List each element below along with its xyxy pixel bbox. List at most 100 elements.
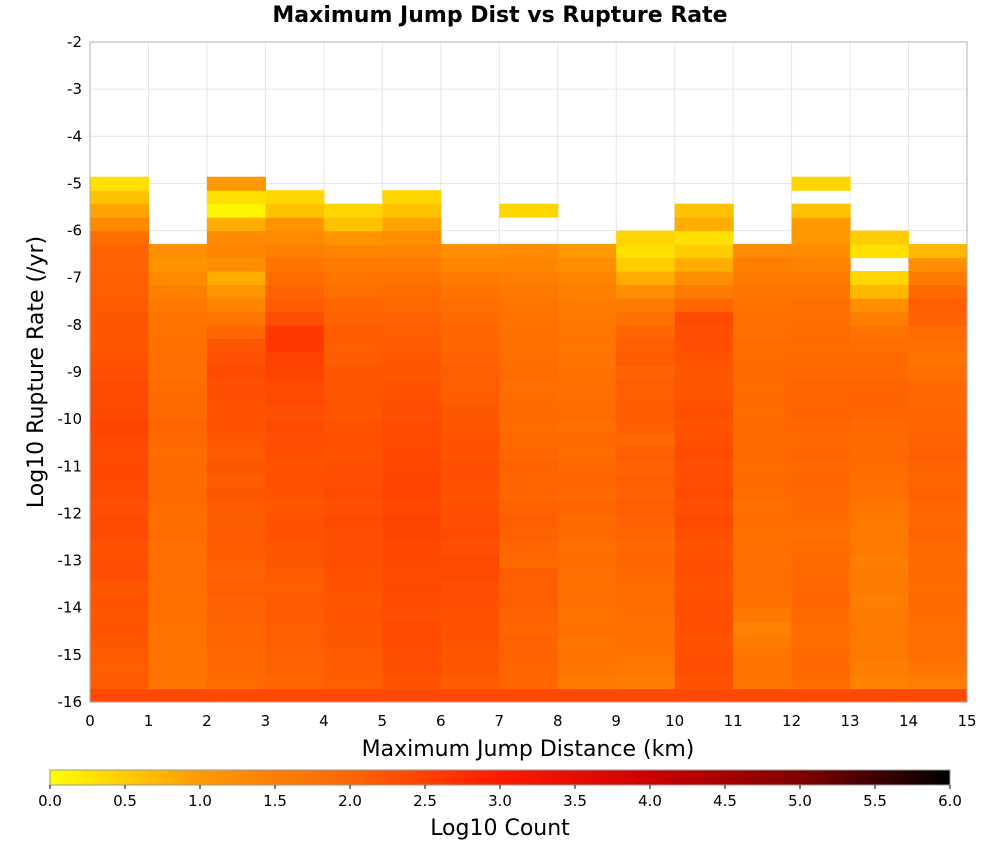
heatmap-cell <box>148 526 208 541</box>
heatmap-cell <box>265 324 325 339</box>
heatmap-cell <box>791 499 851 515</box>
heatmap-cell <box>382 499 442 515</box>
heatmap-cell <box>791 513 851 528</box>
heatmap-cell <box>148 473 208 488</box>
heatmap-cell <box>90 378 150 393</box>
heatmap-cell <box>90 513 150 528</box>
heatmap-cell <box>265 621 325 636</box>
heatmap-cell <box>908 311 968 326</box>
heatmap-cell <box>382 392 442 407</box>
heatmap-cell <box>148 338 208 353</box>
heatmap-cell <box>674 419 734 434</box>
heatmap-cell <box>265 257 325 272</box>
x-tick-label: 2 <box>202 712 212 730</box>
heatmap-cell <box>148 271 208 286</box>
heatmap-cell <box>674 553 734 568</box>
heatmap-cell <box>791 311 851 326</box>
heatmap-cell <box>850 634 910 649</box>
heatmap-cell <box>616 324 676 339</box>
heatmap-cell <box>850 271 910 286</box>
heatmap-cell <box>90 176 150 191</box>
heatmap-cell <box>206 513 266 528</box>
heatmap-cell <box>908 661 968 676</box>
heatmap-cell <box>440 432 500 447</box>
heatmap-cell <box>733 365 793 380</box>
heatmap-cell <box>908 594 968 609</box>
heatmap-cell <box>674 486 734 501</box>
heatmap-cell <box>382 459 442 474</box>
heatmap-cell <box>908 634 968 649</box>
heatmap-cell <box>616 351 676 366</box>
heatmap-cell <box>90 297 150 313</box>
heatmap-cell <box>440 405 500 420</box>
heatmap-cell <box>733 419 793 434</box>
heatmap-cell <box>616 540 676 555</box>
heatmap-cell <box>323 351 383 366</box>
heatmap-cell <box>908 580 968 595</box>
heatmap-cell <box>323 607 383 622</box>
heatmap-cell <box>733 432 793 447</box>
heatmap-cell <box>440 351 500 366</box>
heatmap-cell <box>850 540 910 555</box>
heatmap-cell <box>908 365 968 380</box>
heatmap-cell <box>90 607 150 622</box>
heatmap-cell <box>557 540 617 555</box>
heatmap-cell <box>265 594 325 609</box>
heatmap-cell <box>850 392 910 407</box>
heatmap-cell <box>382 675 442 690</box>
heatmap-cell <box>850 580 910 595</box>
heatmap-cell <box>323 553 383 568</box>
heatmap-cell <box>791 540 851 555</box>
heatmap-cell <box>265 661 325 676</box>
chart-title: Maximum Jump Dist vs Rupture Rate <box>272 3 727 28</box>
heatmap-cell <box>206 526 266 541</box>
heatmap-cell <box>733 648 793 663</box>
heatmap-cell <box>616 338 676 353</box>
colorbar-tick-labels: 0.0 0.5 1.0 1.5 2.0 2.5 3.0 3.5 4.0 4.5 5.0 5.5 6.0 <box>38 785 962 810</box>
heatmap-cell <box>440 486 500 501</box>
y-tick-label: -13 <box>58 552 83 570</box>
heatmap-cell <box>850 473 910 488</box>
heatmap-cell <box>557 244 617 259</box>
heatmap-cell <box>323 203 383 218</box>
heatmap-cell <box>440 634 500 649</box>
heatmap-cell <box>499 634 559 649</box>
heatmap-cell <box>382 661 442 676</box>
heatmap-cell <box>850 297 910 313</box>
heatmap-cell <box>908 553 968 568</box>
heatmap-cell <box>323 284 383 299</box>
heatmap-cell <box>323 473 383 488</box>
heatmap-cell <box>440 661 500 676</box>
heatmap-cell <box>616 271 676 286</box>
heatmap-cell <box>499 324 559 339</box>
heatmap-cell <box>382 405 442 420</box>
heatmap-cell <box>791 621 851 636</box>
heatmap-cell <box>616 459 676 474</box>
heatmap-cell <box>733 324 793 339</box>
heatmap-cell <box>265 190 325 205</box>
heatmap-cell <box>382 648 442 663</box>
x-tick-label: 7 <box>494 712 504 730</box>
heatmap-cell <box>265 419 325 434</box>
heatmap-cell <box>733 634 793 649</box>
heatmap-cell <box>206 580 266 595</box>
heatmap-cell <box>557 486 617 501</box>
heatmap-cell <box>908 284 968 299</box>
heatmap-cell <box>265 271 325 286</box>
heatmap-cell <box>850 553 910 568</box>
heatmap-cell <box>265 473 325 488</box>
heatmap-cell <box>908 567 968 582</box>
heatmap-cell <box>206 244 266 259</box>
heatmap-cell <box>908 607 968 622</box>
heatmap-cell <box>616 553 676 568</box>
heatmap-cell <box>323 392 383 407</box>
heatmap-cell <box>382 526 442 541</box>
heatmap-cell <box>674 392 734 407</box>
heatmap-cell <box>557 284 617 299</box>
colorbar-tick-label: 1.5 <box>263 792 287 810</box>
heatmap-cell <box>90 419 150 434</box>
heatmap-cell <box>323 244 383 259</box>
heatmap-cell <box>90 203 150 218</box>
heatmap-cell <box>791 176 851 191</box>
x-tick-label: 4 <box>319 712 329 730</box>
